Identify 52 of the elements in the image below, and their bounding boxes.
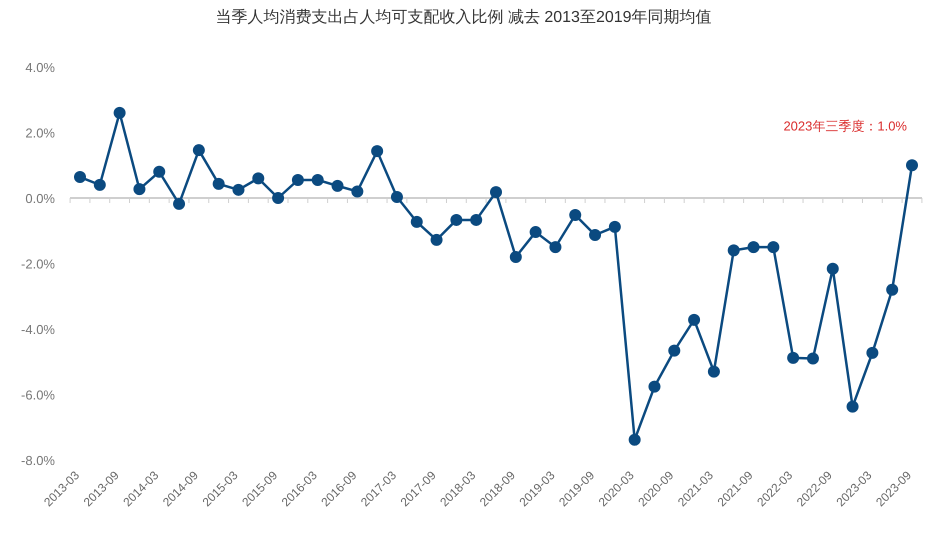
point bbox=[410, 216, 423, 228]
point bbox=[192, 144, 205, 156]
chart-title: 当季人均消费支出占人均可支配收入比例 减去 2013至2019年同期均值 bbox=[215, 8, 712, 26]
point bbox=[490, 186, 502, 198]
point bbox=[688, 314, 700, 326]
point bbox=[767, 241, 780, 254]
point bbox=[728, 244, 740, 256]
point bbox=[510, 250, 522, 263]
point bbox=[74, 171, 86, 184]
annotation: 2023年三季度：1.0% bbox=[783, 118, 908, 134]
point bbox=[906, 159, 918, 172]
y-tick-label: 0.0% bbox=[25, 191, 56, 206]
point bbox=[648, 380, 660, 393]
y-tick-label: 2.0% bbox=[25, 126, 56, 140]
point bbox=[668, 344, 680, 357]
point bbox=[826, 262, 839, 275]
point bbox=[173, 198, 186, 210]
point bbox=[530, 226, 542, 238]
y-tick-label: -4.0% bbox=[21, 322, 56, 337]
point bbox=[390, 191, 403, 204]
point bbox=[608, 220, 621, 233]
y-tick-label: 4.0% bbox=[25, 60, 56, 75]
point bbox=[846, 400, 859, 413]
point bbox=[232, 184, 244, 196]
point bbox=[708, 366, 720, 378]
point bbox=[371, 145, 384, 158]
point bbox=[153, 166, 166, 178]
point bbox=[272, 192, 284, 204]
point bbox=[470, 214, 482, 226]
point bbox=[252, 172, 264, 184]
y-tick-label: -2.0% bbox=[21, 256, 56, 272]
point bbox=[549, 241, 562, 254]
point bbox=[430, 234, 443, 246]
point bbox=[806, 352, 819, 364]
point bbox=[569, 209, 582, 222]
y-tick-label: -6.0% bbox=[21, 388, 56, 402]
point bbox=[312, 174, 324, 186]
point bbox=[866, 346, 878, 359]
point bbox=[94, 178, 106, 191]
point bbox=[351, 185, 364, 198]
point bbox=[133, 183, 146, 196]
point bbox=[628, 434, 641, 446]
point bbox=[114, 106, 126, 119]
point bbox=[787, 352, 800, 364]
point bbox=[748, 241, 760, 254]
point bbox=[212, 178, 225, 190]
point bbox=[886, 284, 898, 296]
y-tick-label: -8.0% bbox=[21, 453, 56, 468]
point bbox=[589, 229, 602, 242]
point bbox=[332, 180, 344, 192]
point bbox=[450, 214, 462, 226]
point bbox=[292, 174, 304, 186]
